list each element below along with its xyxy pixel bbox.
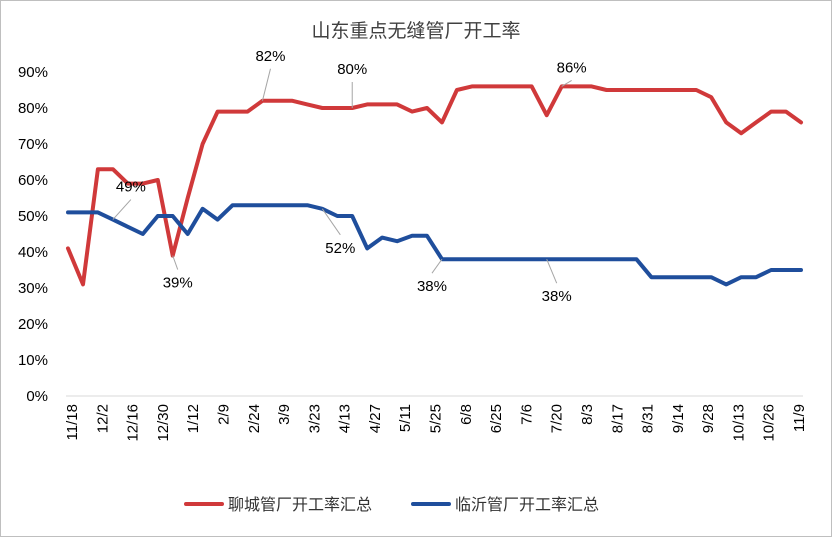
annotation-leader: [546, 259, 558, 284]
x-tick-label: 11/18: [64, 404, 81, 440]
series-line-2: [66, 203, 803, 287]
y-tick-label: 90%: [18, 64, 48, 81]
data-label: 52%: [325, 240, 355, 257]
data-label: 39%: [163, 275, 193, 292]
x-tick-label: 5/25: [428, 404, 445, 433]
data-label: 49%: [116, 179, 146, 196]
legend-label-1: 聊城管厂开工率汇总: [228, 495, 372, 514]
x-tick-label: 12/30: [155, 404, 172, 442]
x-tick-label: 7/20: [549, 404, 566, 433]
annotation-leader: [321, 208, 341, 236]
x-tick-label: 4/13: [337, 404, 354, 433]
y-tick-label: 40%: [18, 244, 48, 261]
x-tick-label: 10/13: [730, 404, 747, 442]
data-label: 38%: [417, 278, 447, 295]
y-tick-label: 80%: [18, 100, 48, 117]
x-tick-label: 3/9: [276, 404, 293, 425]
annotation-leader: [431, 258, 443, 274]
legend-label-2: 临沂管厂开工率汇总: [455, 495, 599, 514]
series-line-1: [66, 84, 803, 287]
annotation-leader: [561, 79, 572, 87]
data-label: 82%: [255, 48, 285, 65]
x-tick-label: 9/14: [670, 404, 687, 433]
x-tick-label: 10/26: [761, 404, 778, 442]
annotation-leader: [172, 255, 179, 270]
x-tick-label: 4/27: [367, 404, 384, 433]
y-tick-label: 30%: [18, 280, 48, 297]
x-tick-label: 6/8: [458, 404, 475, 425]
annotation-leader: [112, 199, 132, 220]
y-tick-label: 20%: [18, 316, 48, 333]
y-tick-label: 60%: [18, 172, 48, 189]
x-tick-label: 8/17: [609, 404, 626, 433]
x-tick-label: 5/11: [397, 404, 414, 432]
x-tick-label: 12/16: [125, 404, 142, 442]
x-tick-label: 2/24: [246, 404, 263, 433]
x-tick-label: 12/2: [94, 404, 111, 433]
x-tick-label: 8/31: [640, 404, 657, 433]
x-tick-label: 11/9: [791, 404, 808, 432]
x-tick-label: 9/28: [700, 404, 717, 433]
x-tick-label: 1/12: [185, 404, 202, 433]
x-tick-label: 6/25: [488, 404, 505, 433]
chart-title: 山东重点无缝管厂开工率: [311, 20, 521, 42]
x-tick-label: 8/3: [579, 404, 596, 425]
data-label: 86%: [557, 59, 587, 76]
annotation-leader: [261, 68, 271, 101]
x-tick-label: 3/23: [306, 404, 323, 433]
y-tick-label: 70%: [18, 136, 48, 153]
y-tick-label: 10%: [18, 352, 48, 369]
data-label: 38%: [542, 288, 572, 305]
y-tick-label: 50%: [18, 208, 48, 225]
x-tick-label: 2/9: [215, 404, 232, 425]
x-tick-label: 7/6: [518, 404, 535, 425]
y-tick-label: 0%: [26, 388, 48, 405]
data-label: 80%: [337, 61, 367, 78]
